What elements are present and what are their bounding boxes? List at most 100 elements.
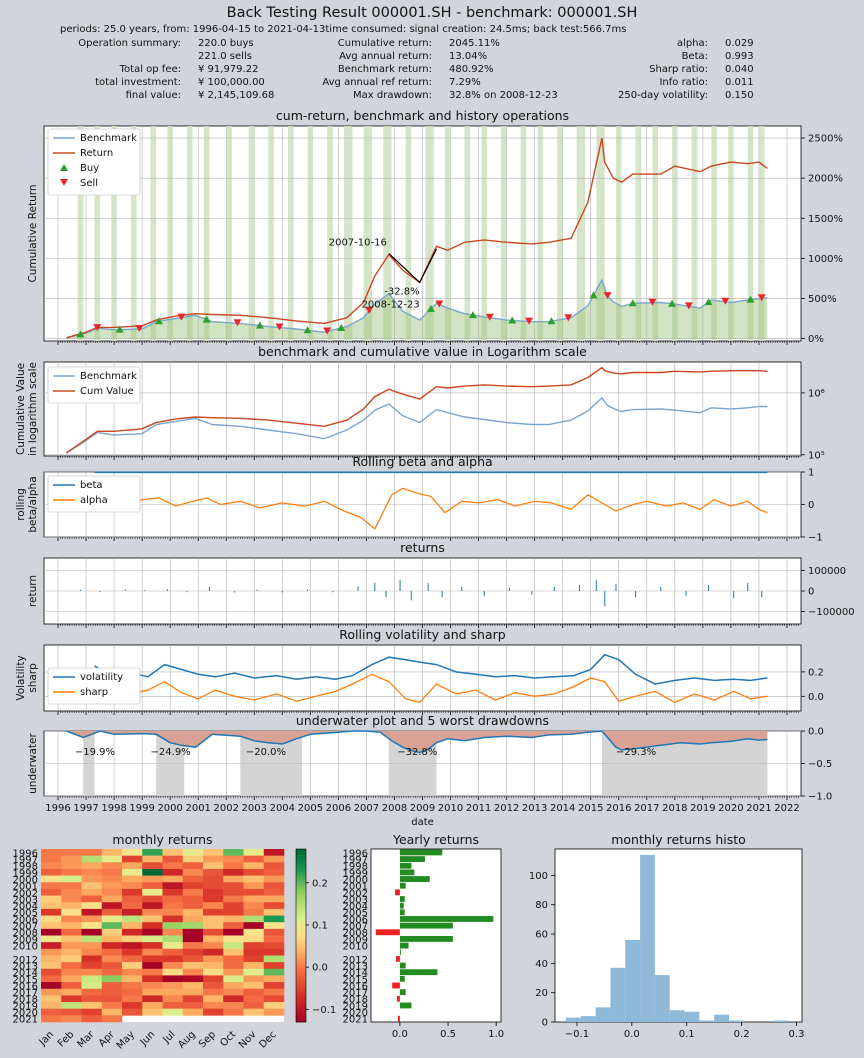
- heatmap-cell: [122, 1008, 143, 1016]
- heatmap-cell: [41, 975, 62, 983]
- summary-value: 0.150: [725, 90, 754, 101]
- heatmap-cell: [162, 995, 184, 1003]
- colorbar-step: [296, 1019, 306, 1023]
- heatmap-cell: [101, 882, 123, 890]
- sell-marker: [323, 327, 332, 335]
- beta-ytick-label: −1: [808, 533, 823, 544]
- buy-marker: [337, 323, 346, 331]
- heatmap-cell: [203, 862, 224, 870]
- summary-value: 0.040: [725, 64, 754, 75]
- yearly-year-label: 2001: [343, 882, 368, 893]
- heatmap-cell: [223, 849, 244, 856]
- heatmap-cell: [203, 988, 224, 996]
- colorbar-step: [296, 869, 306, 873]
- heatmap-cell: [81, 928, 103, 936]
- cum-legend-label: Return: [80, 148, 113, 159]
- date-tick-label: 2003: [242, 803, 267, 814]
- heatmap-cell: [162, 955, 184, 963]
- cum-ytick-label: 500%: [808, 294, 837, 305]
- cum-ytick-label: 2000%: [808, 174, 843, 185]
- sell-marker: [757, 294, 766, 302]
- heatmap-cell: [41, 928, 62, 936]
- heatmap-cell: [41, 948, 62, 956]
- heatmap-cell: [203, 849, 224, 856]
- histo-ytick-label: 100: [529, 871, 548, 882]
- sell-marker: [721, 297, 730, 305]
- colorbar-step: [296, 929, 306, 934]
- heatmap-month-label: Oct: [218, 1029, 238, 1049]
- heatmap-cell: [203, 888, 224, 896]
- heatmap-cell: [122, 849, 143, 856]
- heatmap-cell: [101, 1008, 123, 1016]
- heatmap-cell: [223, 855, 244, 863]
- yearly-year-label: 2019: [343, 1001, 368, 1012]
- colorbar-step: [296, 1013, 306, 1017]
- heatmap-cell: [243, 962, 265, 970]
- heatmap-cell: [182, 862, 204, 870]
- vol-legend-label: volatility: [80, 672, 123, 683]
- yearly-year-label: 2004: [343, 902, 368, 913]
- peak-date-label: 2007-10-16: [329, 238, 387, 249]
- heatmap-cell: [243, 995, 265, 1003]
- heatmap-cell: [61, 1008, 82, 1016]
- heatmap-cell: [81, 908, 103, 916]
- yearly-bar: [375, 929, 400, 936]
- drawdown-arrow: [388, 253, 421, 283]
- yearly-bar: [399, 902, 404, 909]
- heatmap-cell: [162, 975, 184, 983]
- heatmap-cell: [61, 942, 82, 950]
- heatmap-month-label: Jun: [138, 1029, 158, 1049]
- heatmap-cell: [223, 888, 244, 896]
- histo-xtick-label: 0.1: [679, 1029, 695, 1040]
- heatmap-cell: [142, 948, 163, 956]
- buy-marker: [303, 326, 312, 334]
- colorbar-step: [296, 967, 306, 971]
- heatmap-year-label: 2008: [13, 928, 38, 939]
- colorbar-step: [296, 921, 306, 925]
- heatmap-cell: [203, 902, 224, 910]
- colorbar-step: [296, 975, 306, 980]
- sell-marker: [684, 302, 693, 310]
- heatmap-cell: [263, 968, 285, 976]
- summary-value: ¥ 100,000.00: [198, 77, 265, 88]
- colorbar-step: [296, 932, 306, 936]
- heatmap-cell: [182, 1002, 204, 1009]
- date-tick-label: 2005: [298, 803, 323, 814]
- heatmap-cell: [263, 855, 285, 863]
- heatmap-cell: [101, 962, 123, 970]
- buy-marker: [668, 299, 677, 307]
- colorbar-step: [296, 1007, 306, 1011]
- summary-label: Beta:: [681, 51, 708, 62]
- heatmap-cell: [122, 955, 143, 963]
- heatmap-cell: [122, 988, 143, 996]
- heatmap-cell: [122, 915, 143, 923]
- heatmap-cell: [41, 955, 62, 963]
- cum-legend-swatch: [60, 179, 68, 186]
- colorbar-step: [296, 949, 306, 954]
- heatmap-cell: [61, 868, 82, 876]
- heatmap-cell: [61, 982, 82, 990]
- summary-value: 7.29%: [449, 77, 481, 88]
- yearly-bar: [397, 1015, 400, 1022]
- heatmap-cell: [162, 882, 184, 890]
- colorbar-step: [296, 860, 306, 864]
- beta-legend-label: beta: [80, 480, 103, 491]
- operation-span: [747, 126, 754, 341]
- colorbar-tick-label: 0.1: [312, 920, 328, 931]
- cum-ytick-label: 2500%: [808, 134, 843, 145]
- heatmap-cell: [162, 988, 184, 996]
- heatmap-cell: [142, 928, 163, 936]
- heatmap-cell: [243, 968, 265, 976]
- heatmap-cell: [263, 915, 285, 923]
- sell-marker: [233, 319, 242, 327]
- yearly-year-label: 2018: [343, 995, 368, 1006]
- heatmap-cell: [182, 908, 204, 916]
- yearly-bar: [399, 1002, 412, 1009]
- yearly-year-label: 2005: [343, 908, 368, 919]
- histo-bar: [654, 975, 670, 1022]
- yearly-bar: [399, 942, 409, 949]
- histo-bar: [699, 1020, 715, 1022]
- log-legend-label: Cum Value: [80, 386, 134, 397]
- yearly-bar: [399, 922, 453, 929]
- sell-marker: [135, 325, 144, 333]
